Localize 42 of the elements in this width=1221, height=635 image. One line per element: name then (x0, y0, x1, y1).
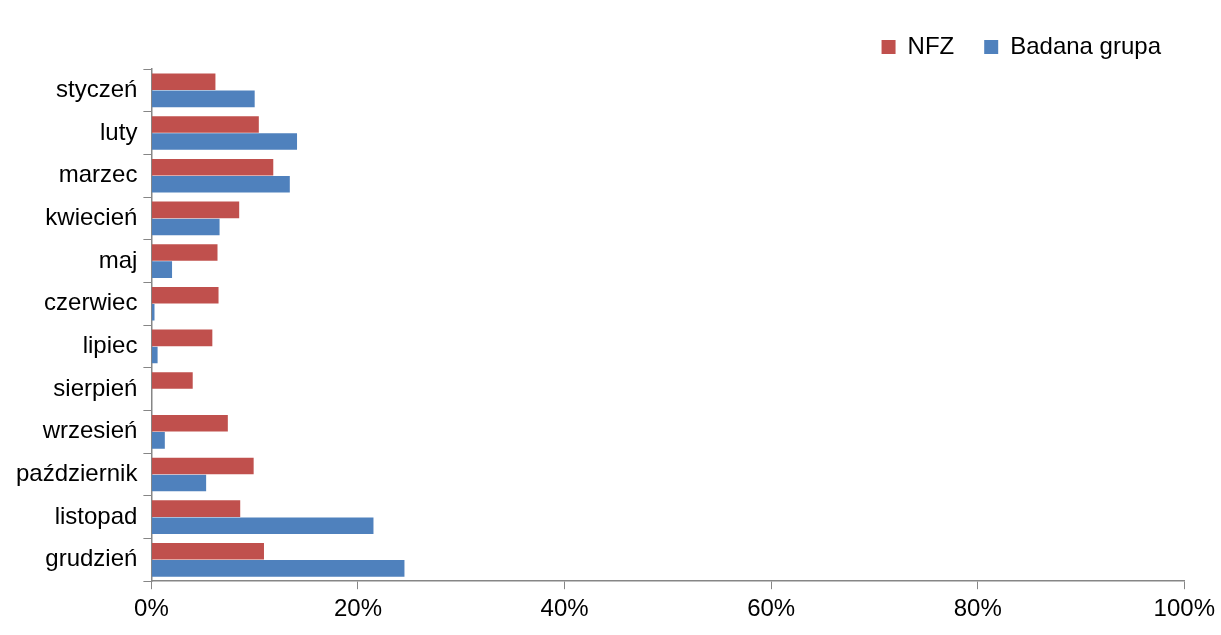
bar (151, 432, 165, 449)
y-tick-label: styczeń (56, 74, 138, 102)
bar (151, 158, 274, 176)
y-tick-label: luty (100, 117, 138, 145)
bar (151, 560, 405, 577)
bar (151, 218, 220, 236)
y-tick-label: grudzień (45, 544, 138, 572)
x-tick-label: 0% (134, 594, 169, 622)
y-tick-label: lipiec (82, 331, 138, 359)
bar (151, 73, 216, 91)
y-tick-label: wrzesień (41, 416, 138, 444)
bar (151, 414, 228, 432)
bar (151, 517, 374, 534)
bar (151, 500, 241, 517)
y-tick-label: kwiecień (45, 203, 138, 231)
bar (151, 474, 207, 492)
legend-label: NFZ (907, 31, 955, 59)
y-tick-label: sierpień (53, 373, 138, 401)
bar (151, 543, 264, 560)
bar (151, 201, 240, 219)
x-tick-label: 100% (1153, 594, 1215, 622)
bar (151, 346, 158, 364)
bar (151, 457, 254, 475)
bar (151, 175, 290, 193)
bar (151, 286, 219, 304)
x-tick-label: 40% (540, 594, 589, 622)
bar (151, 133, 298, 150)
y-tick-label: czerwiec (44, 288, 138, 316)
bar (151, 329, 213, 347)
y-tick-label: listopad (54, 501, 138, 529)
bar (151, 244, 218, 261)
bar (151, 116, 259, 133)
bar (151, 90, 255, 108)
x-tick-label: 60% (747, 594, 796, 622)
x-tick-label: 80% (953, 594, 1002, 622)
y-tick-label: maj (98, 245, 138, 273)
y-tick-label: marzec (58, 160, 138, 188)
x-tick-label: 20% (333, 594, 382, 622)
bar (151, 372, 193, 389)
y-tick-label: październik (15, 459, 139, 487)
bar (151, 261, 173, 278)
legend-label: Badana grupa (1010, 31, 1162, 59)
